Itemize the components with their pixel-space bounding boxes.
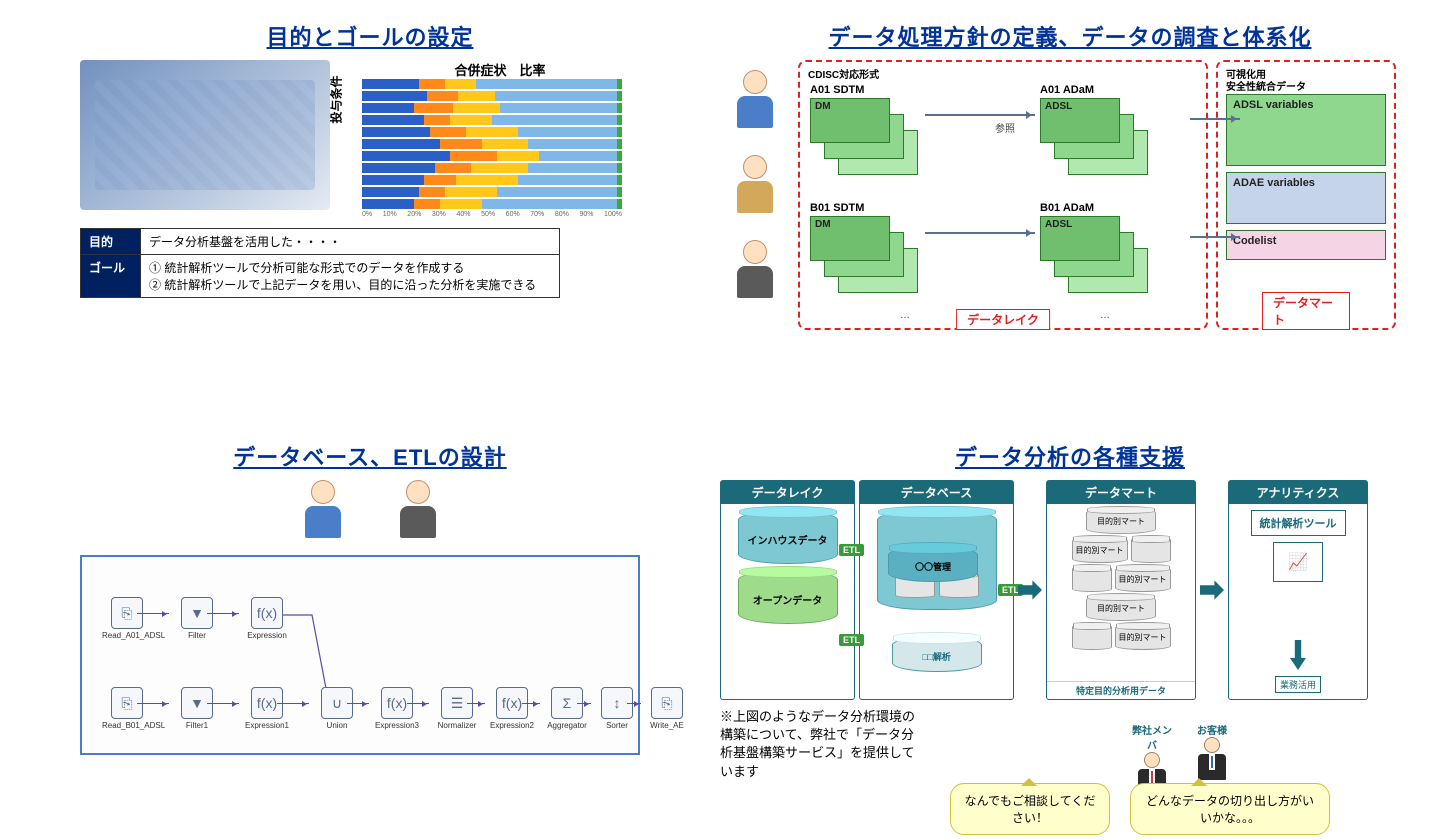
goal-table: 目的 データ分析基盤を活用した・・・・ ゴール ① 統計解析ツールで分析可能な形… [80, 228, 560, 298]
etl-node: ⎘Write_AE [642, 687, 692, 730]
etl-node: ΣAggregator [542, 687, 592, 730]
etl-node: ↕Sorter [592, 687, 642, 730]
chart-title: 合併症状 比率 [340, 60, 660, 79]
section-analysis-support: データ分析の各種支援 データレイク インハウスデータ オープンデータ ETL E… [720, 440, 1420, 820]
cdisc-label: CDISC対応形式 [808, 70, 1198, 82]
person-icon [390, 480, 445, 545]
arrow-icon [1190, 118, 1240, 120]
person-icon [728, 240, 783, 305]
chart-icon: 📈 [1273, 542, 1323, 582]
arrow-icon [1190, 236, 1240, 238]
chart-ylabel: 投与条件 [328, 75, 345, 123]
etl-node: ∪Union [312, 687, 362, 730]
col-datalake: データレイク インハウスデータ オープンデータ ETL ETL [720, 480, 855, 700]
arrow-icon [1200, 578, 1224, 602]
stacked-bar-chart: 合併症状 比率 投与条件 0%10%20%30%40%50%60%70%80%9… [340, 60, 660, 218]
speech-bubble: どんなデータの切り出し方がいいかな。。。 [1130, 783, 1330, 835]
people-column [720, 60, 790, 330]
etl-node: f(x)Expression1 [242, 687, 292, 730]
etl-node: f(x)Expression2 [487, 687, 537, 730]
datamart-box: 可視化用 安全性統合データ ADSL variables ADAE variab… [1216, 60, 1396, 330]
col-datamart: データマート 目的別マート 目的別マート 目的別マート 目的別マート 目的別マー… [1046, 480, 1196, 700]
arrow-icon [925, 232, 1035, 234]
pipeline-diagram: データレイク インハウスデータ オープンデータ ETL ETL データベース 分… [720, 480, 1420, 700]
person-icon [295, 480, 350, 545]
cylinder-icon: インハウスデータ [738, 510, 838, 564]
arrow-icon [1018, 578, 1042, 602]
section-etl: データベース、ETLの設計 ⎘Read_A01_ADSL ▼Filter f(x)E… [80, 440, 660, 820]
cell-goal: ① 統計解析ツールで分析可能な形式でのデータを作成する ② 統計解析ツールで上記… [141, 255, 560, 298]
q1-title: 目的とゴールの設定 [80, 20, 660, 52]
etl-node: ☰Normalizer [432, 687, 482, 730]
codelist-box: Codelist [1226, 230, 1386, 260]
etl-node: ▼Filter1 [172, 687, 222, 730]
etl-node: ▼Filter [172, 597, 222, 640]
arrow-icon [925, 114, 1035, 116]
tool-box: 統計解析ツール [1251, 510, 1346, 536]
section-goals: 目的とゴールの設定 合併症状 比率 投与条件 0%10%20%30%40%50%… [80, 20, 660, 390]
datamart-label: データマート [1262, 292, 1350, 330]
etl-node: f(x)Expression [242, 597, 292, 640]
q4-title: データ分析の各種支援 [720, 440, 1420, 472]
cell-purpose: データ分析基盤を活用した・・・・ [141, 229, 560, 255]
q2-title: データ処理方針の定義、データの調査と体系化 [720, 20, 1420, 52]
person-icon [728, 155, 783, 220]
footnote: ※上図のようなデータ分析環境の構築について、弊社で「データ分析基盤構築サービス」… [720, 708, 920, 830]
adsl-vars-box: ADSL variables [1226, 94, 1386, 166]
speech-bubble: なんでもご相談してください！ [950, 783, 1110, 835]
col-analytics: アナリティクス 統計解析ツール 📈 業務活用 [1228, 480, 1368, 700]
etl-diagram: ⎘Read_A01_ADSL ▼Filter f(x)Expression ⎘Read… [80, 555, 640, 755]
adae-vars-box: ADAE variables [1226, 172, 1386, 224]
down-arrow-icon [1290, 640, 1306, 670]
datalake-label: データレイク [956, 309, 1050, 330]
person-icon [728, 70, 783, 135]
col-database: データベース 分析用 統合データ 〇〇管理 □□解析 ETL [859, 480, 1014, 700]
cell-purpose-h: 目的 [81, 229, 141, 255]
etl-node: ⎘Read_A01_ADSL [102, 597, 152, 640]
meeting-illustration [80, 60, 330, 210]
q3-title: データベース、ETLの設計 [80, 440, 660, 472]
cylinder-icon: オープンデータ [738, 570, 838, 624]
etl-node: f(x)Expression3 [372, 687, 422, 730]
cell-goal-h: ゴール [81, 255, 141, 298]
section-data-policy: データ処理方針の定義、データの調査と体系化 CDISC対応形式 A01 SDTM… [720, 20, 1420, 390]
datalake-box: CDISC対応形式 A01 SDTM DMAELB A01 ADaM ADSLA… [798, 60, 1208, 330]
etl-node: ⎘Read_B01_ADSL [102, 687, 152, 730]
